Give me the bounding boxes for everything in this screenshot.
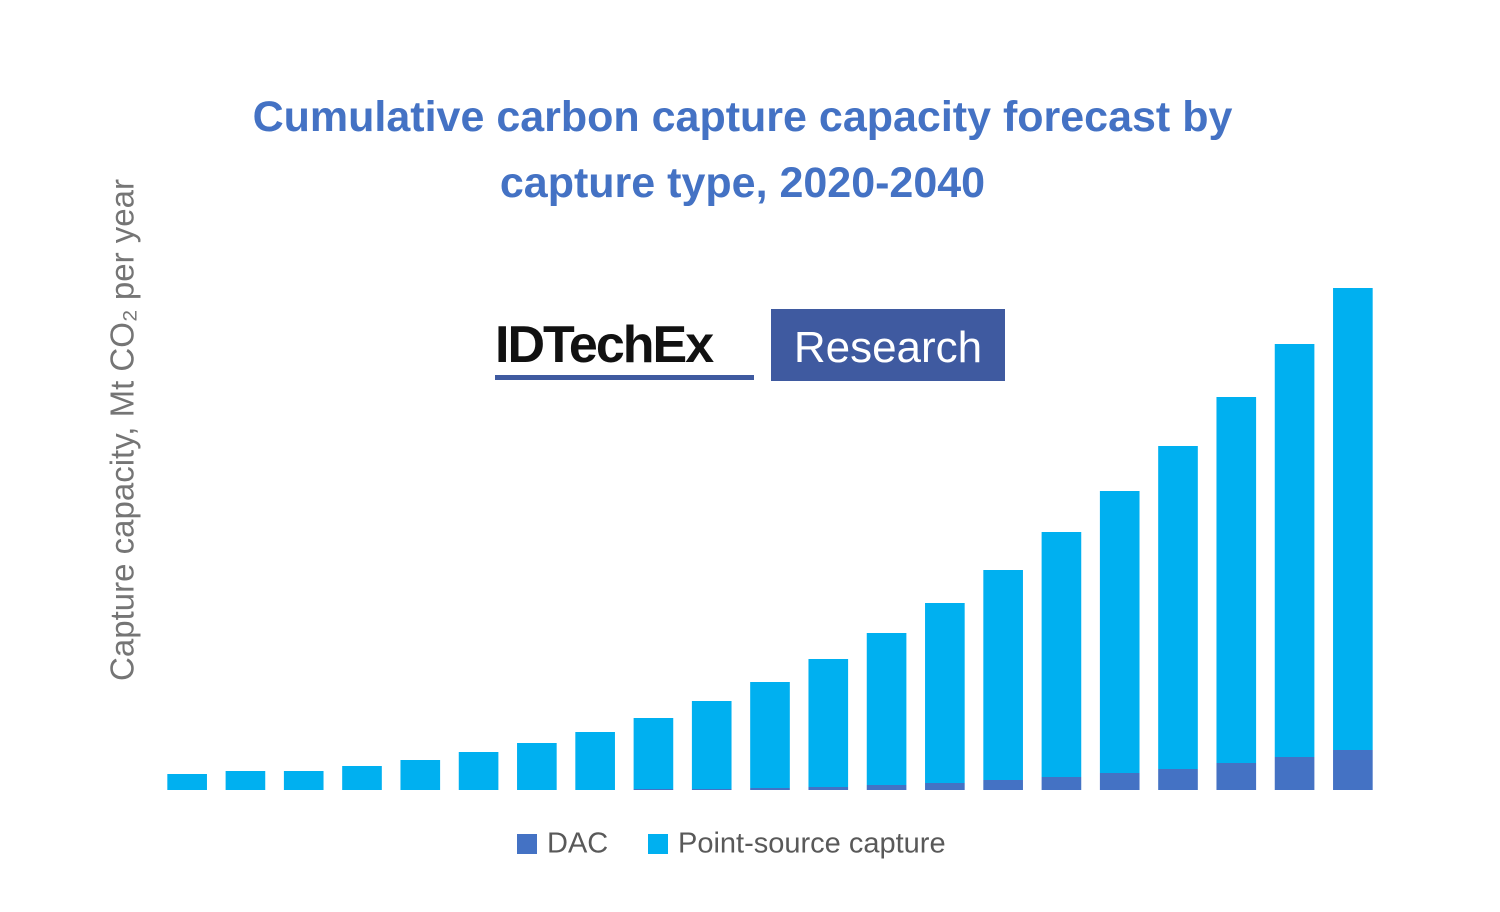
bar-segment — [750, 682, 790, 788]
bar-segment — [575, 732, 615, 790]
bar-segment — [517, 743, 557, 790]
logo-box — [771, 309, 1005, 381]
bar-segment — [983, 780, 1023, 790]
bar-segment — [925, 603, 965, 783]
logo-tag: Research — [794, 323, 982, 372]
bar-segment — [1333, 750, 1373, 790]
bar-segment — [1041, 532, 1082, 777]
bar-segment — [691, 701, 732, 789]
bar-segment — [342, 766, 382, 790]
bar-segment — [1158, 446, 1198, 769]
y-axis-label: Capture capacity, Mt CO₂ per year — [104, 179, 141, 681]
legend-swatch — [648, 834, 668, 854]
bar-segment — [808, 787, 849, 790]
bar-segment — [691, 789, 732, 790]
bar-segment — [283, 771, 324, 790]
bar-segment — [1274, 757, 1315, 790]
bar-segment — [1274, 344, 1315, 757]
bar-segment — [167, 774, 207, 790]
chart-title: Cumulative carbon capture capacity forec… — [252, 93, 1233, 207]
bar-segment — [400, 760, 441, 790]
bar-segment — [1158, 769, 1198, 790]
legend-label: DAC — [547, 828, 608, 860]
bar-segment — [1041, 777, 1082, 790]
bar-segment — [866, 633, 907, 785]
bar-segment — [1333, 288, 1373, 750]
bar-segment — [225, 771, 266, 790]
legend-label: Point-source capture — [678, 828, 946, 860]
bar-segment — [633, 718, 674, 789]
logo-brand: IDTechEx — [495, 316, 714, 374]
bar-segment — [633, 789, 674, 790]
bar-segment — [808, 659, 849, 787]
bar-segment — [750, 788, 790, 790]
bar-segment — [866, 785, 907, 790]
bar-segment — [458, 752, 499, 790]
bar-segment — [1216, 397, 1257, 763]
bar-segment — [1099, 773, 1140, 790]
logo-underline — [495, 375, 754, 380]
bar-segment — [1099, 491, 1140, 773]
bar-segment — [1216, 763, 1257, 790]
bar-segment — [983, 570, 1023, 780]
bar-segment — [925, 783, 965, 790]
legend-swatch — [517, 834, 537, 854]
